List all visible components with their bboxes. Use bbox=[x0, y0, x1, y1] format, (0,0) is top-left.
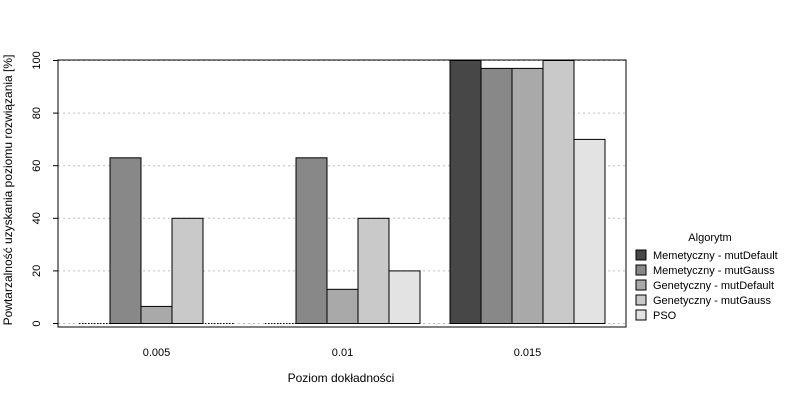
legend-item: Genetyczny - mutGauss bbox=[635, 294, 771, 307]
bars bbox=[109, 60, 606, 324]
y-axis: 0 20 40 60 80 100 bbox=[31, 51, 58, 327]
bar bbox=[388, 270, 421, 324]
legend-label: PSO bbox=[653, 310, 677, 322]
legend-label: Genetyczny - mutGauss bbox=[653, 295, 771, 307]
legend: Algorytm Memetyczny - mutDefault Memetycz… bbox=[635, 232, 778, 322]
bar bbox=[357, 217, 390, 324]
legend-item: Memetyczny - mutGauss bbox=[635, 264, 775, 277]
bar bbox=[511, 67, 544, 324]
x-axis: 0.005 0.01 0.015 bbox=[143, 347, 542, 359]
bar bbox=[140, 305, 173, 324]
legend-title: Algorytm bbox=[688, 232, 731, 244]
plot-frame bbox=[57, 59, 627, 328]
bar bbox=[171, 217, 204, 324]
legend-swatch bbox=[635, 279, 647, 291]
y-tick-label: 60 bbox=[31, 160, 43, 172]
bar bbox=[326, 288, 359, 324]
bar bbox=[542, 60, 575, 324]
bar bbox=[295, 157, 328, 324]
legend-item: Genetyczny - mutDefault bbox=[635, 279, 774, 292]
legend-swatch bbox=[635, 309, 647, 321]
legend-item: PSO bbox=[635, 309, 677, 322]
legend-item: Memetyczny - mutDefault bbox=[635, 249, 778, 262]
legend-label: Memetyczny - mutGauss bbox=[653, 265, 775, 277]
y-tick-label: 0 bbox=[31, 320, 43, 326]
x-tick-label: 0.005 bbox=[143, 347, 171, 359]
legend-label: Genetyczny - mutDefault bbox=[653, 280, 774, 292]
legend-swatch bbox=[635, 249, 647, 261]
y-tick-label: 100 bbox=[31, 51, 43, 69]
x-tick-label: 0.01 bbox=[332, 347, 353, 359]
x-tick-label: 0.015 bbox=[514, 347, 542, 359]
x-axis-label: Poziom dokładności bbox=[288, 371, 395, 385]
bar bbox=[480, 67, 513, 324]
y-tick-label: 20 bbox=[31, 265, 43, 277]
y-tick-label: 40 bbox=[31, 212, 43, 224]
bar bbox=[573, 138, 606, 324]
legend-label: Memetyczny - mutDefault bbox=[653, 250, 778, 262]
y-tick-label: 80 bbox=[31, 107, 43, 119]
legend-swatch bbox=[635, 294, 647, 306]
bar bbox=[449, 60, 482, 324]
bar bbox=[109, 157, 142, 324]
y-axis-label: Powtarzalność uzyskania poziomu rozwiąza… bbox=[1, 55, 15, 326]
legend-swatch bbox=[635, 264, 647, 276]
